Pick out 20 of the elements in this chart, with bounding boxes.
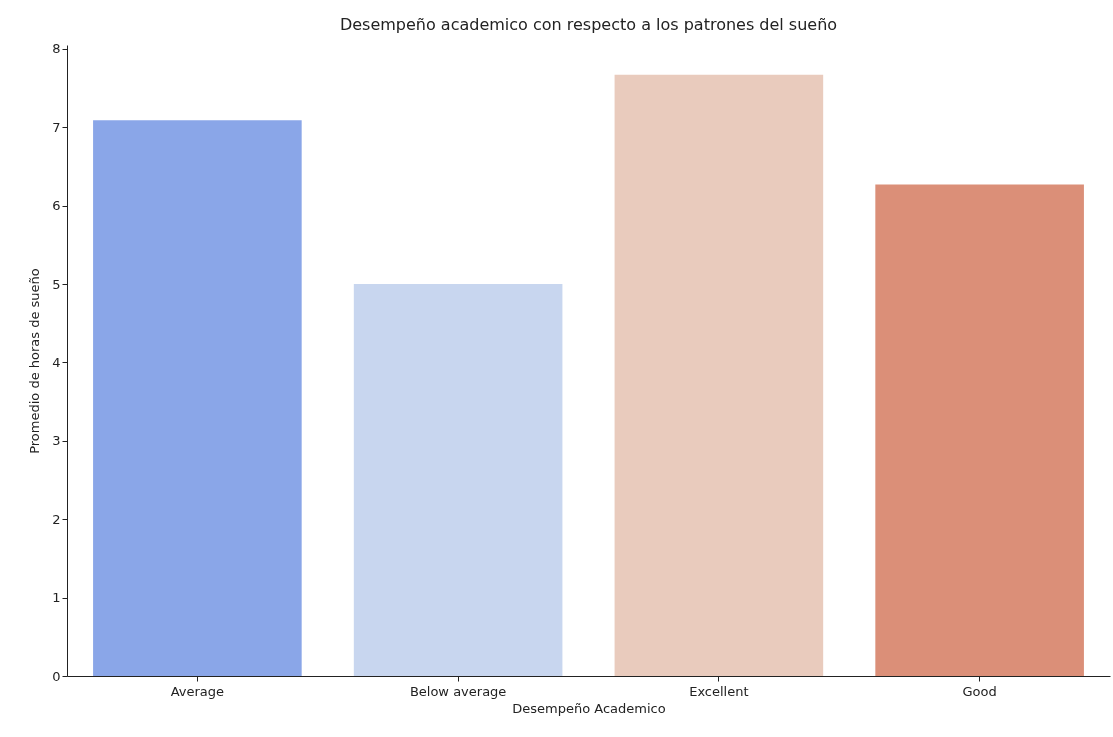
x-tick-label: Below average <box>409 683 507 699</box>
y-tick-label: 5 <box>52 276 61 292</box>
bar <box>93 120 302 676</box>
x-tick-label: Good <box>962 683 997 699</box>
chart-title: Desempeño academico con respecto a los patrones del sueño <box>339 14 838 34</box>
y-tick-label: 6 <box>52 198 61 214</box>
y-tick-label: 3 <box>52 433 61 449</box>
y-tick-label: 7 <box>52 119 61 135</box>
x-axis-title: Desempeño Academico <box>512 700 666 716</box>
y-tick-label: 1 <box>52 590 61 606</box>
bar <box>353 284 563 676</box>
y-tick-label: 2 <box>52 511 61 527</box>
bar <box>614 74 824 676</box>
bar <box>875 184 1084 676</box>
x-tick-label: Average <box>170 683 225 699</box>
y-axis-title: Promedio de horas de sueño <box>27 268 43 454</box>
y-tick-label: 0 <box>52 668 61 684</box>
y-tick-label: 4 <box>52 354 61 370</box>
y-tick-label: 8 <box>52 41 61 57</box>
x-tick-label: Excellent <box>689 683 749 699</box>
